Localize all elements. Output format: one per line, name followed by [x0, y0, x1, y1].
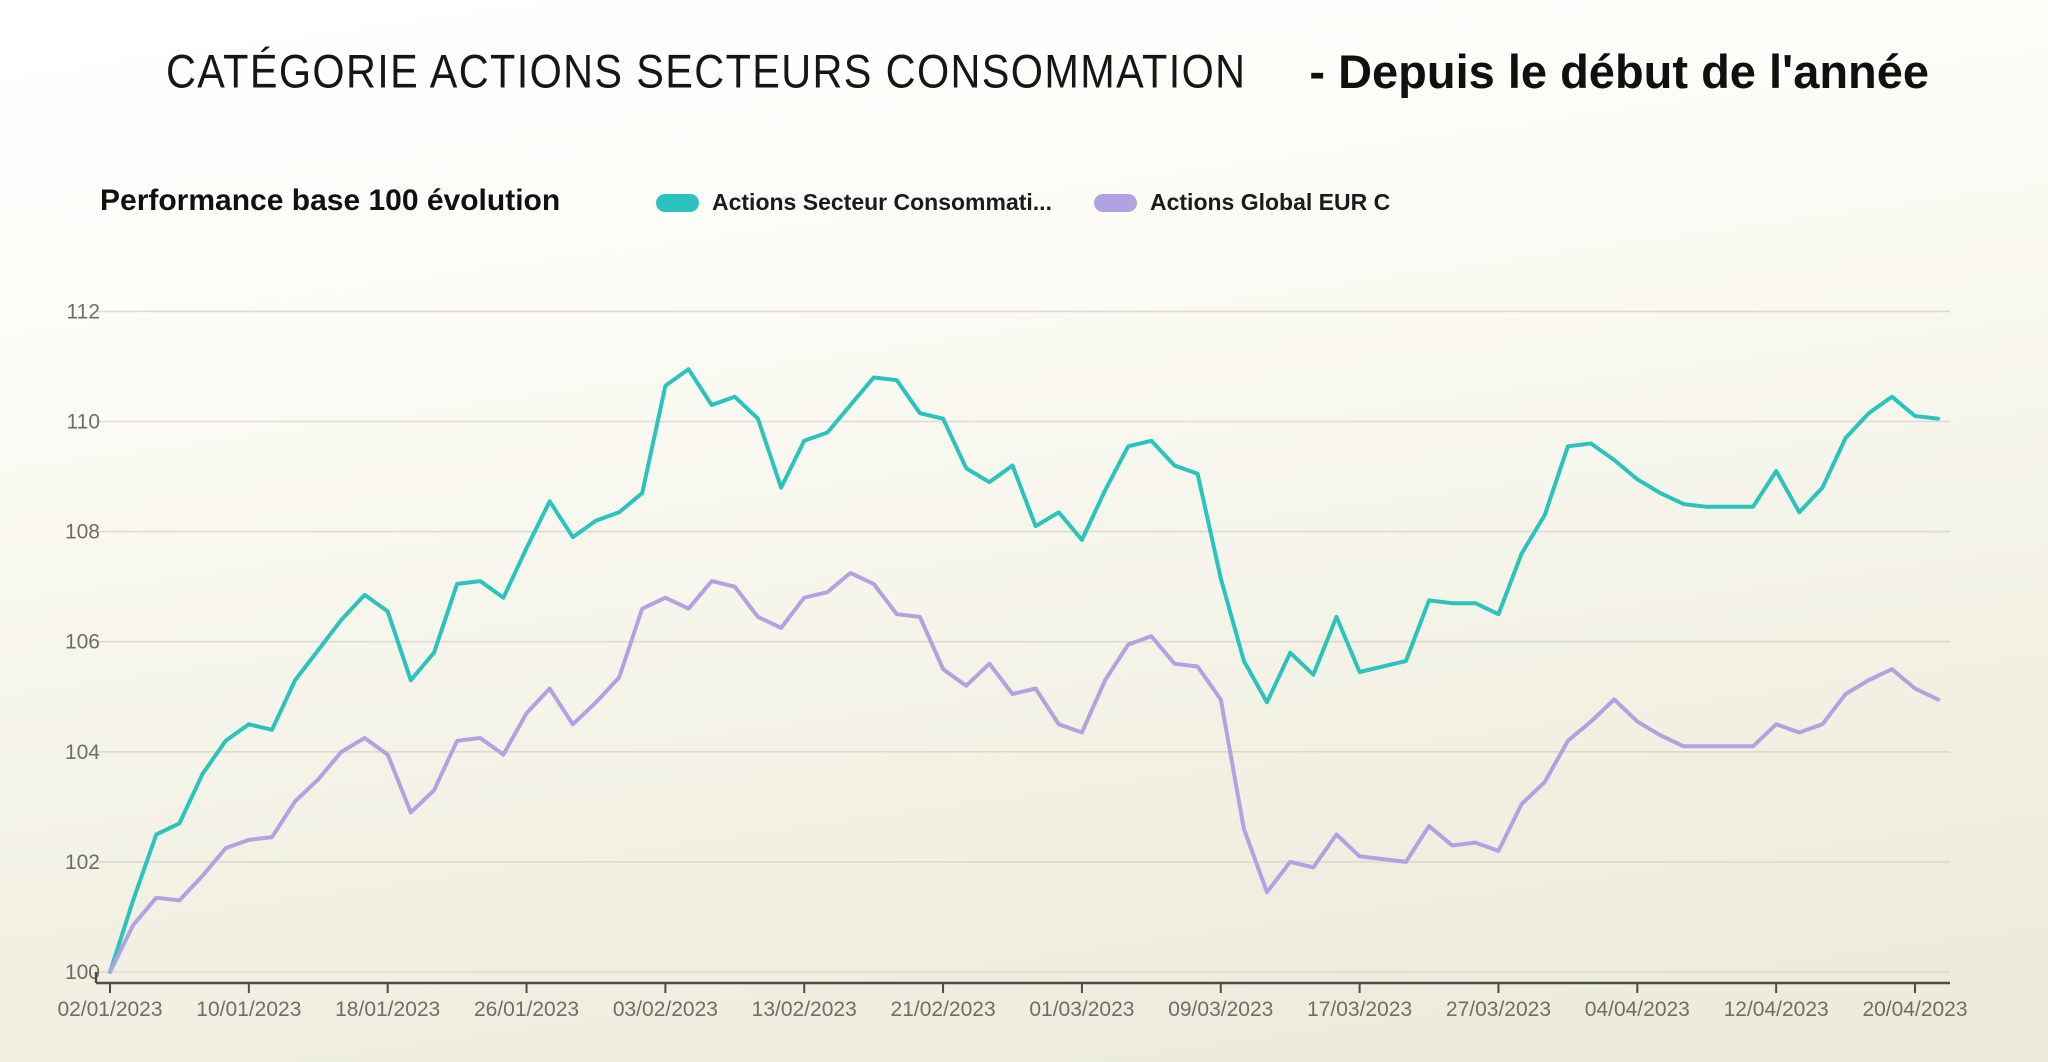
x-axis-label-7: 01/03/2023	[1029, 998, 1134, 1021]
x-axis-label-0: 02/01/2023	[57, 998, 162, 1021]
page-title-category: CATÉGORIE ACTIONS SECTEURS CONSOMMATION	[165, 44, 1247, 98]
legend-item-consommation[interactable]: Actions Secteur Consommati...	[656, 189, 1052, 216]
x-axis-label-3: 26/01/2023	[474, 998, 579, 1021]
x-axis-label-6: 21/02/2023	[891, 998, 996, 1021]
page-title: CATÉGORIE ACTIONS SECTEURS CONSOMMATION …	[0, 44, 2048, 99]
x-axis-label-2: 18/01/2023	[335, 998, 440, 1021]
x-axis-label-5: 13/02/2023	[752, 998, 857, 1021]
series-line-consommation	[108, 367, 1941, 974]
legend-label-global-eur: Actions Global EUR C	[1150, 189, 1391, 215]
y-axis-label-100: 100	[65, 961, 100, 984]
legend-item-global-eur[interactable]: Actions Global EUR C	[1094, 189, 1390, 216]
x-axis-label-11: 04/04/2023	[1585, 998, 1690, 1021]
y-axis-label-112: 112	[67, 300, 100, 323]
x-axis-label-10: 27/03/2023	[1446, 998, 1551, 1021]
legend-swatch-global-eur-icon	[1094, 193, 1137, 212]
chart-subtitle: Performance base 100 évolution	[100, 184, 561, 217]
y-axis-label-102: 102	[65, 851, 100, 874]
x-axis-label-8: 09/03/2023	[1168, 998, 1273, 1021]
x-axis-label-4: 03/02/2023	[613, 998, 718, 1021]
y-axis-label-110: 110	[67, 411, 100, 434]
y-axis-label-106: 106	[65, 631, 100, 654]
legend-swatch-consommation-icon	[656, 193, 699, 212]
legend-label-consommation: Actions Secteur Consommati...	[712, 189, 1052, 215]
x-axis-label-13: 20/04/2023	[1862, 998, 1967, 1021]
x-axis-label-1: 10/01/2023	[196, 998, 301, 1021]
y-axis-label-104: 104	[65, 741, 100, 764]
y-axis-label-108: 108	[65, 521, 100, 544]
x-axis-label-12: 12/04/2023	[1724, 998, 1829, 1021]
page-title-period: - Depuis le début de l'année	[1309, 45, 1930, 98]
x-axis-label-9: 17/03/2023	[1307, 998, 1412, 1021]
series-line-global-eur	[108, 570, 1941, 974]
